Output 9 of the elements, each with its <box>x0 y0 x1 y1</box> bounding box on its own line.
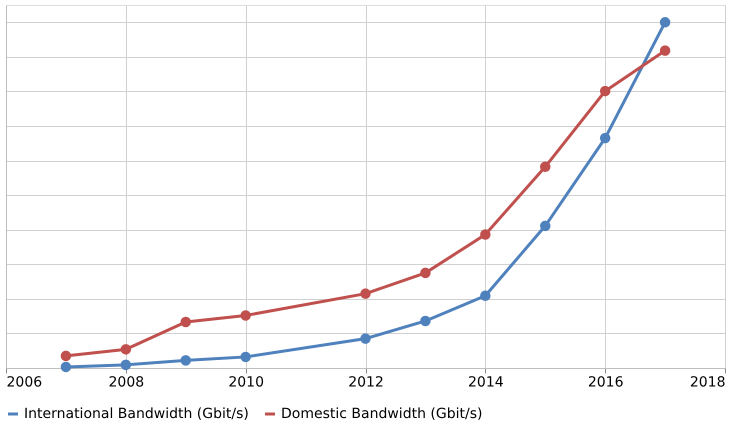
x-tick-label: 2018 <box>690 374 726 390</box>
x-tick-label: 2014 <box>468 374 504 390</box>
x-tick-label: 2012 <box>348 374 384 390</box>
x-tick-label: 2010 <box>228 374 264 390</box>
legend-label: International Bandwidth (Gbit/s) <box>24 406 249 422</box>
x-tick-label: 2008 <box>108 374 144 390</box>
legend-label: Domestic Bandwidth (Gbit/s) <box>281 406 482 422</box>
x-tick-label: 2006 <box>6 374 42 390</box>
x-tick-label: 2016 <box>588 374 624 390</box>
